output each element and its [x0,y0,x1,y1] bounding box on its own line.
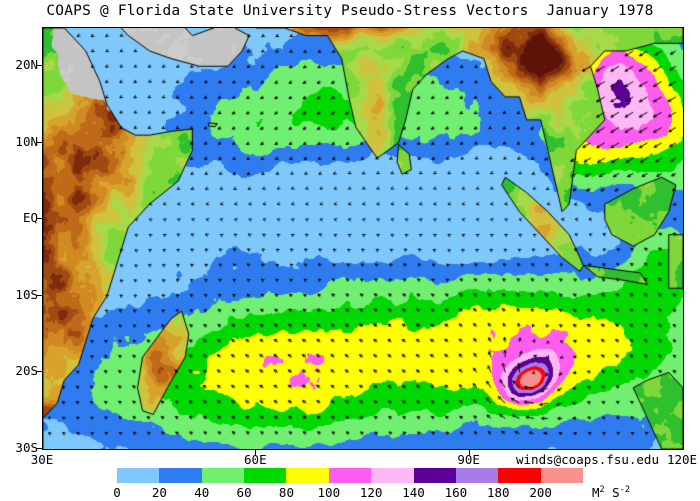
colorbar-tick-60: 60 [236,485,252,500]
y-axis-tick [36,141,42,143]
y-axis-tick [36,65,42,67]
x-axis-label-120e: 120E [666,452,698,467]
colorbar-tick-180: 180 [486,485,510,500]
y-axis-label-30s: 30S [15,440,38,455]
contact-email: winds@coaps.fsu.edu [516,452,659,467]
colorbar-band-160-180 [455,468,499,483]
colorbar-tick-120: 120 [359,485,383,500]
y-axis-tick [36,371,42,373]
colorbar-tick-80: 80 [278,485,294,500]
colorbar-band-0-20 [117,468,160,483]
y-axis-tick [36,218,42,220]
colorbar-band-180-200 [498,468,541,483]
colorbar-band-120-140 [371,468,414,483]
colorbar-tick-40: 40 [194,485,210,500]
y-axis-tick [36,448,42,449]
map-plot-area [42,27,684,450]
y-axis-label-eq: EQ [22,210,38,226]
colorbar-band-60-80 [244,468,287,483]
colorbar-units: M2 S-2 [592,485,630,501]
y-axis-label-20s: 20S [15,363,38,379]
pseudo-stress-field-canvas [43,28,683,449]
colorbar-band->200 [540,468,583,483]
y-axis-label-10n: 10N [15,133,38,149]
x-axis-tick [255,449,257,455]
colorbar-band-40-60 [201,468,245,483]
colorbar-tick-labels: 0 20 40 60 80 100 120 140 160 180 200 [0,485,700,501]
colorbar-band-140-160 [413,468,456,483]
y-axis-label-10s: 10S [15,286,38,302]
colorbar-tick-0: 0 [113,485,121,500]
x-axis-label-90e: 90E [457,452,480,467]
colorbar-tick-200: 200 [529,485,552,500]
colorbar [117,468,583,483]
x-axis-label-30e: 30E [30,452,54,467]
x-axis-label-60e: 60E [244,452,267,467]
colorbar-tick-160: 160 [444,485,468,500]
y-axis: 20N 10N EQ 10S 20S 30S [0,0,38,500]
colorbar-tick-100: 100 [317,485,341,500]
page-title: COAPS @ Florida State University Pseudo-… [46,3,654,19]
colorbar-tick-20: 20 [151,485,167,500]
x-axis-tick [468,449,470,455]
colorbar-band-100-120 [328,468,372,483]
colorbar-band-20-40 [159,468,202,483]
y-axis-tick [36,294,42,296]
colorbar-tick-140: 140 [402,485,425,500]
colorbar-band-80-100 [286,468,329,483]
y-axis-label-20n: 20N [15,57,38,73]
